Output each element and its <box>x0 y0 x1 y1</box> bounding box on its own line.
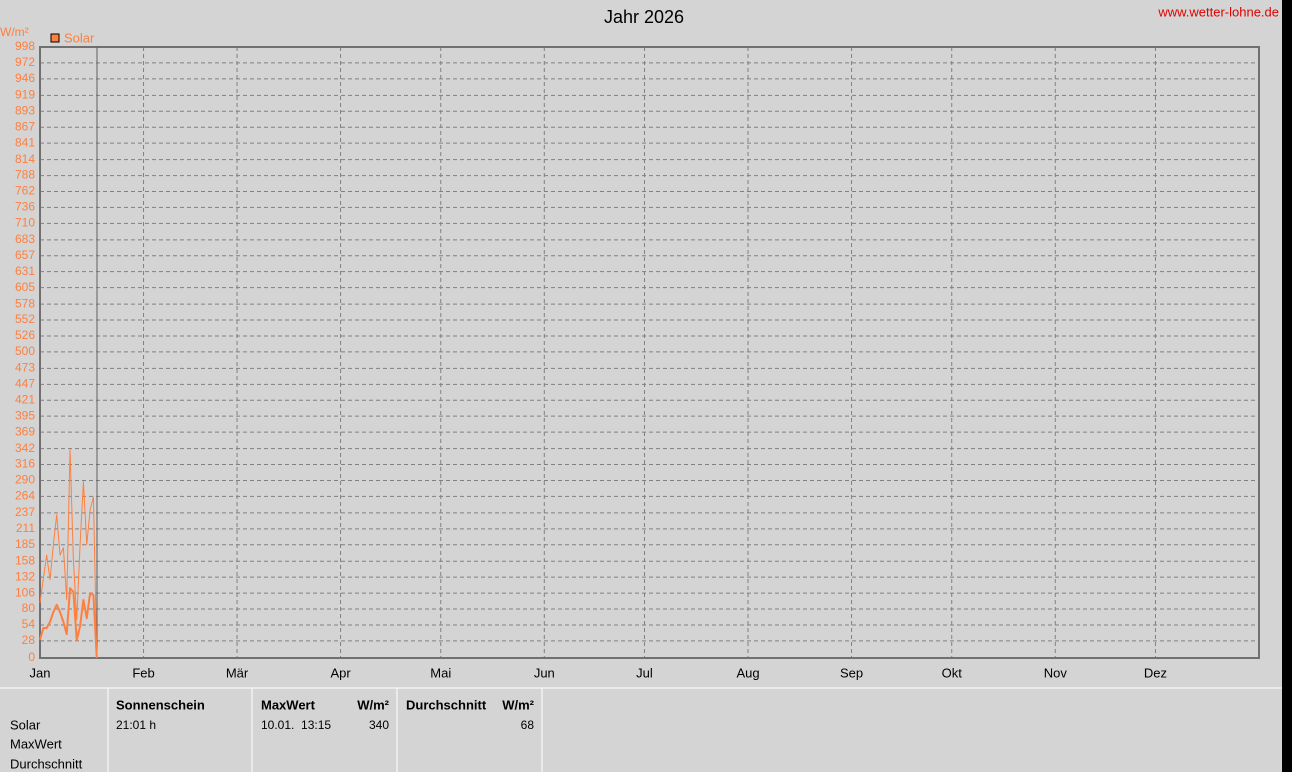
edge <box>1282 0 1292 772</box>
series-line <box>39 449 98 659</box>
y-tick-label: 972 <box>15 55 35 69</box>
table-header: Sonnenschein <box>116 697 205 712</box>
y-unit: W/m² <box>0 25 29 39</box>
row-label: Solar <box>10 717 41 732</box>
y-tick-label: 788 <box>15 168 35 182</box>
y-tick-label: 132 <box>15 569 35 583</box>
y-tick-label: 237 <box>15 505 35 519</box>
legend-swatch <box>50 33 60 43</box>
x-tick-label: Feb <box>132 665 154 680</box>
x-tick-label: Nov <box>1044 665 1068 680</box>
y-tick-label: 893 <box>15 103 35 117</box>
y-tick-label: 80 <box>22 601 36 615</box>
y-tick-label: 605 <box>15 280 35 294</box>
y-tick-label: 211 <box>16 521 35 535</box>
series-line <box>39 587 98 659</box>
y-tick-label: 710 <box>15 215 35 229</box>
y-tick-label: 762 <box>15 184 35 198</box>
y-tick-label: 447 <box>15 377 35 391</box>
table-cell: 340 <box>369 718 389 732</box>
y-tick-label: 867 <box>15 119 35 133</box>
y-tick-label: 736 <box>15 200 35 214</box>
table-header: W/m² <box>357 697 389 712</box>
plot-frame <box>39 46 1260 659</box>
y-tick-label: 185 <box>15 537 35 551</box>
x-tick-label: Jan <box>30 665 51 680</box>
legend-label: Solar <box>64 30 95 45</box>
x-tick-label: Jun <box>534 665 555 680</box>
x-tick-label: Apr <box>330 665 351 680</box>
y-tick-label: 0 <box>28 650 35 664</box>
y-tick-label: 578 <box>15 296 35 310</box>
y-tick-label: 369 <box>15 424 35 438</box>
row-label: MaxWert <box>10 736 62 751</box>
y-tick-label: 54 <box>22 617 36 631</box>
table-cell: 68 <box>521 718 535 732</box>
x-tick-label: Jul <box>636 665 653 680</box>
y-tick-label: 998 <box>15 39 35 53</box>
x-tick-label: Sep <box>840 665 863 680</box>
y-tick-label: 158 <box>15 553 35 567</box>
y-tick-label: 526 <box>15 328 35 342</box>
x-tick-label: Okt <box>942 665 963 680</box>
y-tick-label: 264 <box>15 489 35 503</box>
y-tick-label: 316 <box>15 457 35 471</box>
x-tick-label: Aug <box>736 665 759 680</box>
y-tick-label: 290 <box>15 473 35 487</box>
y-tick-label: 946 <box>15 71 35 85</box>
x-tick-label: Mai <box>430 665 451 680</box>
y-tick-label: 814 <box>15 152 35 166</box>
row-label: Durchschnitt <box>10 756 83 771</box>
y-tick-label: 395 <box>15 408 35 422</box>
y-tick-label: 28 <box>22 633 36 647</box>
table-header: W/m² <box>502 697 534 712</box>
chart-title: Jahr 2026 <box>604 7 684 27</box>
source-link[interactable]: www.wetter-lohne.de <box>1157 4 1279 19</box>
y-tick-label: 657 <box>15 248 35 262</box>
x-tick-label: Mär <box>226 665 249 680</box>
y-tick-label: 342 <box>15 441 35 455</box>
y-tick-label: 683 <box>15 232 35 246</box>
table-header: MaxWert <box>261 697 316 712</box>
y-tick-label: 421 <box>15 392 35 406</box>
table-header: Durchschnitt <box>406 697 487 712</box>
y-tick-label: 919 <box>15 88 35 102</box>
table-cell: 10.01. 13:15 <box>261 718 331 732</box>
y-tick-label: 552 <box>15 312 35 326</box>
y-tick-label: 106 <box>15 585 35 599</box>
table-cell: 21:01 h <box>116 718 156 732</box>
y-tick-label: 473 <box>15 361 35 375</box>
y-tick-label: 841 <box>15 135 35 149</box>
x-tick-label: Dez <box>1144 665 1167 680</box>
y-tick-label: 500 <box>15 344 35 358</box>
y-tick-label: 631 <box>15 264 35 278</box>
